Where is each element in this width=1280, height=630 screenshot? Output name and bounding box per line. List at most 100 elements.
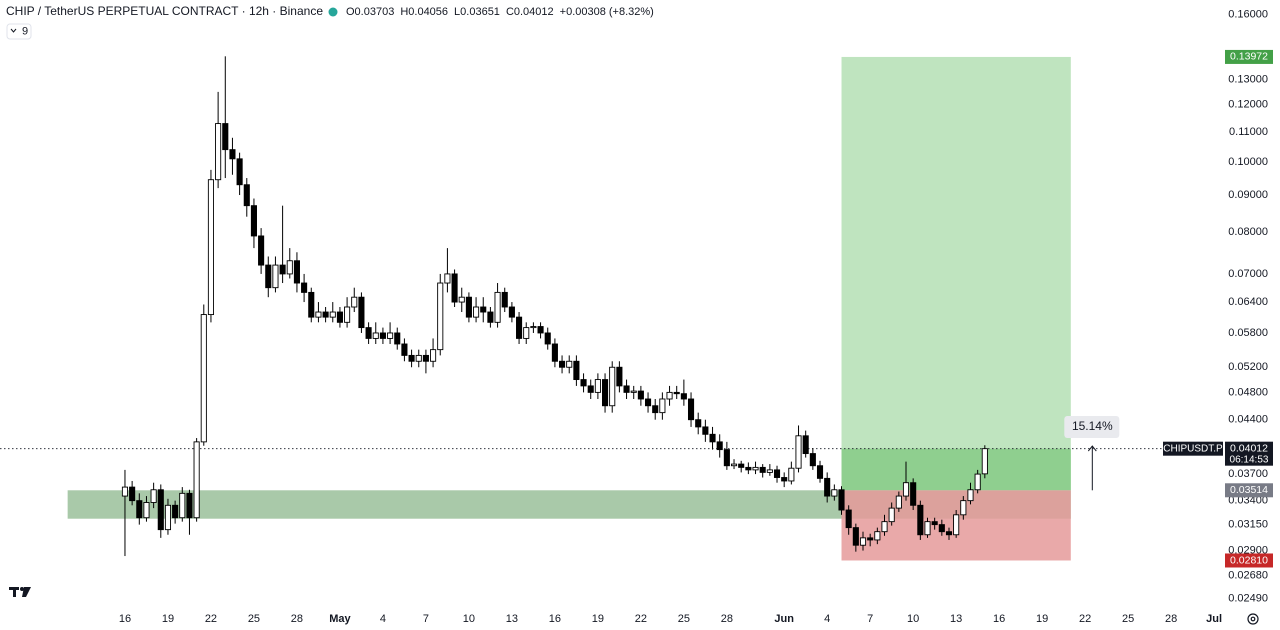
symbol-box [1163,441,1223,456]
candle-body [129,486,136,502]
candle-body [387,332,394,339]
candle-body [186,492,193,519]
candle-body [430,349,437,362]
candle-body [250,205,257,237]
candle-body [910,482,917,506]
candle-body [838,489,845,511]
candle-body [695,419,702,428]
candle-body [508,306,515,318]
x-tick-label: 16 [993,613,1005,625]
candle-body [702,426,709,435]
candle-body [795,435,802,469]
candle-body [881,521,888,533]
candle-body [730,463,738,467]
candle-body [888,507,895,523]
candle-body [566,360,573,368]
settings-icon[interactable] [1247,613,1259,625]
legend-value: H0.04056 [400,6,448,18]
candle-body [859,537,867,546]
x-tick-label: 25 [678,613,690,625]
candle-body [458,296,465,303]
x-tick-label: 10 [463,613,475,625]
countdown: 06:14:53 [1230,454,1269,465]
candle-body [587,385,594,393]
x-tick-label: 28 [1165,613,1177,625]
candle-body [215,123,222,181]
candle-body [379,332,386,339]
y-tick-label: 0.16000 [1228,8,1268,20]
candle-body [530,326,537,329]
candle-body [781,477,788,482]
y-tick-label: 0.06400 [1228,296,1268,308]
candle-body [444,273,451,284]
x-tick-label: 19 [592,613,604,625]
candle-body [480,306,487,313]
candle-body [358,296,365,329]
candle-body [967,489,974,502]
candle-body [673,391,680,395]
candle-body [200,314,207,443]
measure-label-box [1064,416,1120,439]
candle-body [272,264,279,289]
candle-body [229,149,236,160]
y-tick-label: 0.11000 [1229,126,1268,138]
candle-body [465,296,472,318]
candle-body [852,527,859,546]
candle-body [580,379,587,387]
measure-label: 15.14% [1072,419,1113,433]
y-tick-label: 0.02490 [1228,592,1268,604]
candle-body [494,291,501,323]
x-tick-label: 16 [549,613,561,625]
candle-body [351,296,358,308]
candle-body [243,184,250,207]
candle-body [594,379,601,393]
candle-body [365,327,372,339]
symbol-tag: CHIPUSDT.P [1163,443,1223,454]
price-tag: 0.03514 [1230,484,1268,496]
candle-body [659,398,666,414]
candle-body [523,327,530,339]
y-tick-label: 0.12000 [1228,99,1268,111]
y-tick-label: 0.02680 [1228,569,1268,581]
y-tick-label: 0.03700 [1228,468,1268,480]
last-price-box [1225,441,1273,466]
gear-hub [1250,616,1256,622]
x-tick-label: 16 [119,613,131,625]
candle-body [816,465,824,479]
candle-body [308,291,315,318]
x-tick-label: 13 [506,613,518,625]
candle-body [874,531,881,541]
candle-body [236,158,243,186]
candle-body [537,326,544,334]
candle-body [408,354,415,362]
candle-body [265,264,272,289]
x-tick-label: 7 [423,613,429,625]
candle-body [723,449,730,467]
x-tick-label: 25 [1122,613,1134,625]
y-tick-label: 0.07000 [1228,268,1268,280]
candle-body [487,311,494,323]
candle-body [286,260,293,275]
candle-body [143,502,150,519]
candle-body [336,311,343,323]
x-tick-label: 22 [205,613,217,625]
price-tag-box [1225,553,1273,568]
x-tick-label: 28 [291,613,303,625]
y-tick-label: 0.10000 [1228,156,1268,168]
candle-body [437,282,444,351]
x-tick-label: Jul [1206,613,1222,625]
candle-body [824,477,831,497]
y-tick-label: 0.13000 [1228,73,1268,85]
candle-body [931,521,938,526]
live-dot [328,7,338,17]
candle-body [179,492,186,519]
chart-title: CHIP / TetherUS PERPETUAL CONTRACT · 12h… [6,4,323,18]
candle-body [902,482,910,497]
candle-body [630,390,637,393]
indicator-count: 9 [22,25,28,37]
candle-body [394,332,401,345]
y-tick-label: 0.04400 [1228,414,1268,426]
indicator-toggle[interactable] [6,23,32,40]
candle-body [687,398,695,421]
chevron-icon [10,28,17,33]
